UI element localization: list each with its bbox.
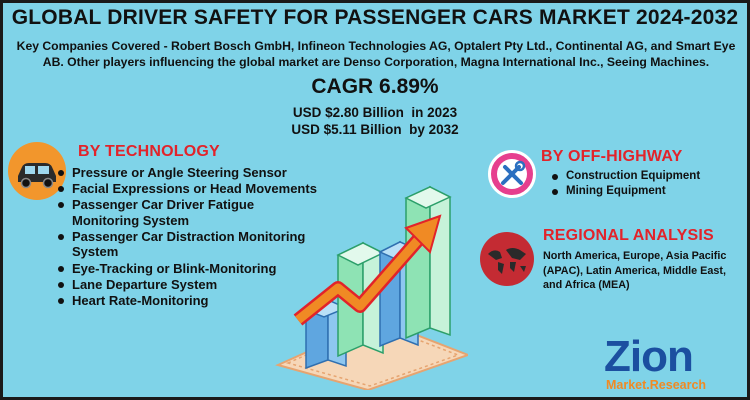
car-icon — [8, 142, 66, 200]
off-highway-list: Construction Equipment Mining Equipment — [550, 169, 740, 199]
list-item: Lane Departure System — [56, 277, 318, 293]
list-item: Construction Equipment — [550, 169, 740, 184]
regional-section-title: REGIONAL ANALYSIS — [543, 227, 714, 244]
list-item: Heart Rate-Monitoring — [56, 293, 318, 309]
world-map-icon — [480, 232, 534, 286]
market-size-2032: USD $5.11 Billion by 2032 — [291, 122, 459, 137]
logo-sub-b: .Research — [646, 378, 707, 392]
logo-subtitle: Market.Research — [606, 378, 706, 392]
logo-sub-a: Market — [606, 378, 647, 392]
growth-chart-illustration — [268, 170, 471, 392]
list-item: Passenger Car Distraction Monitoring Sys… — [56, 229, 318, 260]
regional-text: North America, Europe, Asia Pacific (APA… — [543, 250, 727, 291]
market-size-text: USD $2.80 Billion in 2023 USD $5.11 Bill… — [0, 104, 750, 138]
tools-icon — [488, 150, 536, 198]
key-companies-text: Key Companies Covered - Robert Bosch Gmb… — [16, 39, 736, 69]
technology-list: Pressure or Angle Steering Sensor Facial… — [56, 165, 318, 309]
list-item: Facial Expressions or Head Movements — [56, 181, 318, 197]
off-highway-section-title: BY OFF-HIGHWAY — [541, 148, 683, 165]
list-item: Eye-Tracking or Blink-Monitoring — [56, 261, 318, 277]
zion-logo: Zion Market.Research — [604, 332, 744, 396]
list-item: Pressure or Angle Steering Sensor — [56, 165, 318, 181]
cagr-value: CAGR 6.89% — [311, 75, 439, 98]
list-item: Passenger Car Driver Fatigue Monitoring … — [56, 197, 318, 228]
page-title: GLOBAL DRIVER SAFETY FOR PASSENGER CARS … — [11, 6, 739, 29]
logo-name: Zion — [604, 332, 694, 381]
market-size-2023: USD $2.80 Billion in 2023 — [292, 105, 458, 120]
technology-section-title: BY TECHNOLOGY — [78, 143, 220, 160]
list-item: Mining Equipment — [550, 184, 740, 199]
